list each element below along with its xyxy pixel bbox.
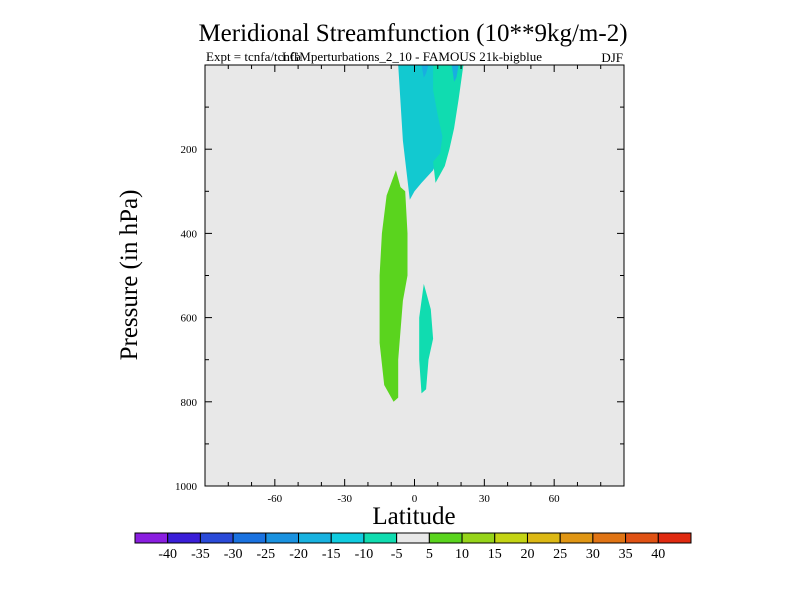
y-axis-title: Pressure (in hPa) xyxy=(116,190,143,361)
colorbar-swatch xyxy=(265,532,300,544)
colorbar-swatch xyxy=(134,532,169,544)
colorbar-swatch xyxy=(363,532,398,544)
colorbar-swatch xyxy=(330,532,365,544)
y-tick-label: 600 xyxy=(181,313,198,325)
x-tick-label: 30 xyxy=(479,493,491,505)
colorbar-label: 35 xyxy=(619,547,633,562)
colorbar-swatch xyxy=(232,532,267,544)
colorbar-label: -30 xyxy=(224,547,243,562)
y-tick-label: 400 xyxy=(181,228,198,240)
colorbar-label: 30 xyxy=(586,547,600,562)
chart-subtitle-right: DJF xyxy=(601,50,623,65)
plot-area: -60 -30 0 30 60 200 400 600 800 1000 xyxy=(175,64,625,505)
colorbar-swatch xyxy=(625,532,659,544)
contour-lower-green-cell xyxy=(379,170,408,402)
colorbar-label: -20 xyxy=(289,547,308,562)
contour-lower-teal-cell xyxy=(419,283,434,394)
colorbar-swatch xyxy=(461,532,496,544)
colorbar-label: -15 xyxy=(322,547,341,562)
colorbar-label: -25 xyxy=(256,547,275,562)
colorbar-label: 40 xyxy=(651,547,665,562)
chart-subtitle-center: LGMperturbations_2_10 - FAMOUS 21k-bigbl… xyxy=(282,49,542,64)
x-axis-title: Latitude xyxy=(372,503,455,530)
contour-upper-teal-cell xyxy=(433,65,464,183)
x-tick-label: 0 xyxy=(412,493,418,505)
y-tick-label: 1000 xyxy=(175,481,198,493)
colorbar-swatch xyxy=(428,532,463,544)
colorbar-label: -35 xyxy=(191,547,210,562)
y-tick-label: 800 xyxy=(181,397,198,409)
chart-title: Meridional Streamfunction (10**9kg/m-2) xyxy=(198,20,627,47)
colorbar-label: -40 xyxy=(158,547,177,562)
colorbar-label: -5 xyxy=(391,547,403,562)
chart-subtitle-left: Expt = tcnfa/tcnfb xyxy=(206,49,301,64)
colorbar-swatch xyxy=(526,532,561,544)
colorbar-label: -10 xyxy=(355,547,374,562)
x-tick-label: -30 xyxy=(337,493,352,505)
y-tick-label: 200 xyxy=(181,144,198,156)
colorbar-label: 15 xyxy=(488,547,502,562)
contour-core-blue-cell xyxy=(421,65,429,78)
colorbar-swatch xyxy=(396,532,430,544)
colorbar-swatch xyxy=(657,532,692,544)
colorbar-label: 25 xyxy=(553,547,567,562)
colorbar-swatch xyxy=(559,532,594,544)
colorbar: -40 -35 -30 -25 -20 -15 -10 -5 5 10 15 20 25 30 35 40 xyxy=(134,532,692,562)
colorbar-swatch xyxy=(199,532,234,544)
colorbar-swatch xyxy=(494,532,528,544)
colorbar-swatch xyxy=(592,532,627,544)
colorbar-label: 20 xyxy=(520,547,534,562)
x-tick-label: -60 xyxy=(267,493,282,505)
colorbar-label: 10 xyxy=(455,547,469,562)
colorbar-swatch xyxy=(167,532,201,544)
colorbar-label: 5 xyxy=(426,547,433,562)
x-tick-label: 60 xyxy=(549,493,561,505)
colorbar-swatch xyxy=(298,532,332,544)
contour-right-blue-cell xyxy=(451,65,459,82)
